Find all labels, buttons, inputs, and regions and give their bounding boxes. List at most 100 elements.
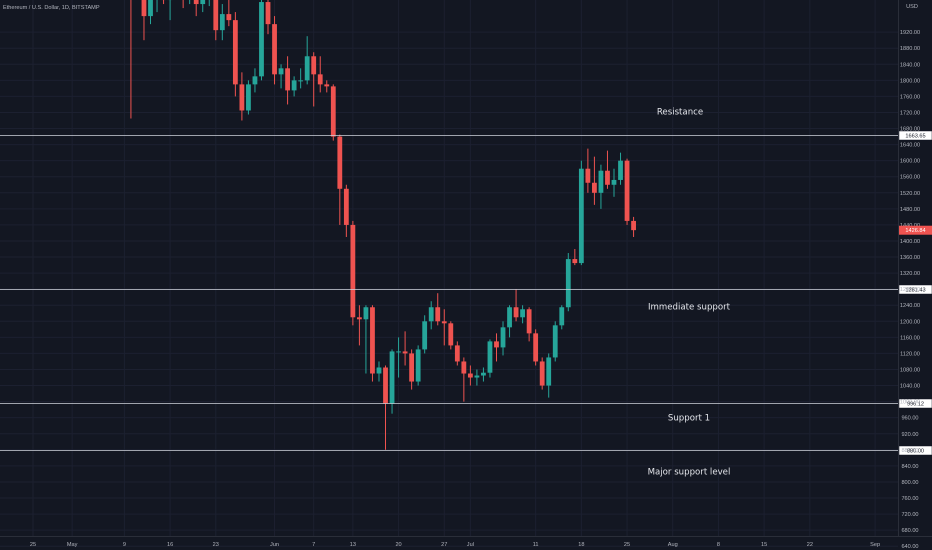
candle-body[interactable] — [232, 20, 238, 85]
candle-body[interactable] — [409, 353, 415, 382]
candle-up[interactable] — [207, 0, 212, 7]
candle-down[interactable] — [226, 0, 232, 27]
candle-up[interactable] — [304, 36, 310, 85]
candle-down[interactable] — [592, 156, 597, 205]
candle-body[interactable] — [376, 367, 382, 374]
candle-up[interactable] — [200, 0, 206, 13]
candle-up[interactable] — [389, 349, 395, 414]
candle-body[interactable] — [631, 220, 636, 231]
candle-down[interactable] — [624, 158, 630, 225]
candle-up[interactable] — [415, 345, 421, 386]
candle-down[interactable] — [435, 293, 441, 326]
candle-body[interactable] — [461, 361, 467, 374]
candle-down[interactable] — [324, 80, 330, 93]
candle-up[interactable] — [396, 337, 401, 378]
candle-body[interactable] — [350, 224, 356, 318]
candle-up[interactable] — [252, 68, 258, 93]
candle-up[interactable] — [487, 339, 493, 378]
candle-body[interactable] — [200, 0, 206, 5]
candle-up[interactable] — [474, 369, 480, 386]
candle-body[interactable] — [552, 325, 558, 358]
candle-body[interactable] — [415, 349, 421, 382]
candle-up[interactable] — [291, 76, 297, 97]
candle-down[interactable] — [285, 56, 290, 105]
level-lines[interactable]: 1663.65 Resistance 1281.43 Immediate suppor… — [0, 108, 932, 478]
candle-body[interactable] — [272, 24, 277, 75]
candle-up[interactable] — [422, 315, 428, 354]
candle-up[interactable] — [155, 0, 160, 13]
candle-body[interactable] — [383, 367, 388, 404]
candle-body[interactable] — [559, 307, 565, 326]
candle-up[interactable] — [618, 152, 623, 185]
candle-down[interactable] — [370, 305, 375, 382]
candle-down[interactable] — [409, 349, 415, 390]
candle-up[interactable] — [481, 367, 486, 382]
candle-up[interactable] — [376, 361, 382, 382]
candle-down[interactable] — [193, 0, 199, 17]
candle-body[interactable] — [618, 160, 623, 180]
candle-down[interactable] — [441, 309, 447, 346]
candle-body[interactable] — [441, 321, 447, 324]
candle-down[interactable] — [448, 321, 454, 350]
candle-down[interactable] — [461, 357, 467, 402]
candle-body[interactable] — [226, 14, 232, 21]
candle-body[interactable] — [487, 341, 493, 373]
candle-up[interactable] — [611, 168, 617, 197]
candle-body[interactable] — [428, 307, 434, 322]
candle-down[interactable] — [572, 249, 578, 266]
candle-body[interactable] — [363, 307, 369, 320]
candle-body[interactable] — [422, 321, 428, 350]
candle-body[interactable] — [213, 0, 219, 31]
candle-body[interactable] — [324, 84, 330, 87]
candle-body[interactable] — [539, 361, 545, 386]
candle-down[interactable] — [161, 0, 166, 5]
candle-down[interactable] — [141, 0, 147, 41]
candle-body[interactable] — [605, 170, 610, 185]
candle-up[interactable] — [552, 321, 558, 362]
candle-body[interactable] — [311, 56, 317, 75]
candle-body[interactable] — [396, 351, 401, 353]
candle-down[interactable] — [239, 72, 245, 121]
candle-down[interactable] — [317, 56, 323, 93]
candle-body[interactable] — [402, 351, 408, 354]
candle-body[interactable] — [585, 168, 591, 183]
candle-body[interactable] — [481, 372, 486, 376]
candle-up[interactable] — [298, 68, 304, 89]
candles[interactable] — [129, 0, 636, 450]
candle-body[interactable] — [193, 0, 199, 5]
candle-down[interactable] — [383, 365, 388, 450]
candle-up[interactable] — [565, 253, 571, 312]
candle-down[interactable] — [585, 148, 591, 193]
candle-down[interactable] — [330, 84, 336, 141]
candle-body[interactable] — [546, 357, 552, 386]
candle-down[interactable] — [129, 0, 134, 119]
time-axis[interactable]: 25 May 9 16 23 Jun 7 13 20 27 Jul 11 18 25 Aug 8 15 22 Sep… — [30, 542, 932, 548]
candle-down[interactable] — [232, 12, 238, 97]
candle-body[interactable] — [598, 170, 604, 193]
candle-body[interactable] — [533, 333, 539, 362]
candle-up[interactable] — [578, 160, 584, 266]
candle-body[interactable] — [448, 323, 454, 346]
candle-down[interactable] — [605, 150, 610, 189]
candle-body[interactable] — [565, 259, 571, 308]
candle-body[interactable] — [494, 341, 499, 348]
candle-up[interactable] — [546, 353, 552, 398]
candle-up[interactable] — [219, 4, 225, 41]
candle-up[interactable] — [559, 305, 565, 330]
candle-body[interactable] — [474, 375, 480, 378]
candle-body[interactable] — [259, 2, 264, 77]
candle-body[interactable] — [357, 317, 362, 320]
candle-body[interactable] — [291, 80, 297, 91]
candle-up[interactable] — [520, 305, 525, 324]
candle-down[interactable] — [357, 305, 362, 346]
candle-body[interactable] — [239, 84, 245, 111]
candle-body[interactable] — [520, 309, 525, 318]
candle-down[interactable] — [494, 333, 499, 362]
candle-body[interactable] — [507, 307, 512, 328]
candle-body[interactable] — [611, 179, 617, 185]
candle-up[interactable] — [500, 321, 506, 356]
candle-body[interactable] — [285, 68, 290, 91]
candle-body[interactable] — [467, 373, 473, 378]
candle-down[interactable] — [337, 134, 343, 225]
